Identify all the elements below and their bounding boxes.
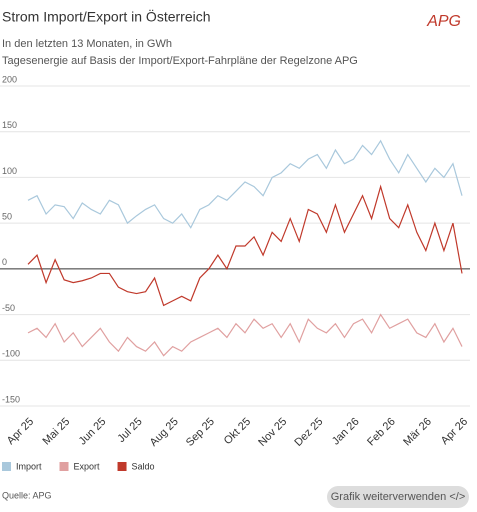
x-tick-label: Feb 26 [365, 416, 398, 449]
x-tick-label: Jun 25 [77, 416, 109, 448]
x-tick-label: Nov 25 [256, 416, 289, 449]
y-tick-label: 100 [2, 166, 17, 176]
series-line [27, 313, 463, 357]
x-tick-label: Sep 25 [184, 416, 217, 449]
legend-label: Export [74, 461, 101, 471]
y-tick-label: 50 [2, 212, 12, 222]
x-tick-label: Apr 26 [439, 416, 470, 447]
x-tick-label: Dez 25 [292, 416, 325, 449]
y-tick-label: 0 [2, 257, 7, 267]
x-tick-label: Jan 26 [330, 416, 362, 448]
x-tick-label: Mär 26 [401, 416, 434, 449]
subtitle: Tagesenergie auf Basis der Import/Export… [2, 55, 358, 67]
logo: APG [426, 13, 461, 30]
x-tick-label: Jul 25 [115, 416, 144, 445]
x-tick-label: Mai 25 [41, 416, 73, 448]
y-tick-label: 200 [2, 74, 17, 84]
chart-title: Strom Import/Export in Österreich [2, 8, 211, 25]
legend-swatch [117, 462, 127, 471]
subtitle: In den letzten 13 Monaten, in GWh [2, 38, 172, 50]
reuse-button[interactable]: Grafik weiterverwenden </> [327, 486, 469, 508]
x-tick-label: Okt 25 [222, 416, 253, 447]
legend-label: Saldo [132, 461, 155, 471]
source: Quelle: APG [2, 490, 52, 500]
x-tick-label: Apr 25 [5, 416, 36, 447]
y-tick-label: -150 [2, 394, 20, 404]
series-line [27, 184, 463, 307]
x-tick-label: Aug 25 [148, 416, 181, 449]
y-tick-label: -50 [2, 303, 15, 313]
legend-swatch [2, 462, 11, 471]
y-tick-label: -100 [2, 349, 20, 359]
y-tick-label: 150 [2, 120, 17, 130]
series-line [27, 139, 463, 229]
legend-label: Import [16, 461, 42, 471]
legend-swatch [59, 462, 69, 471]
